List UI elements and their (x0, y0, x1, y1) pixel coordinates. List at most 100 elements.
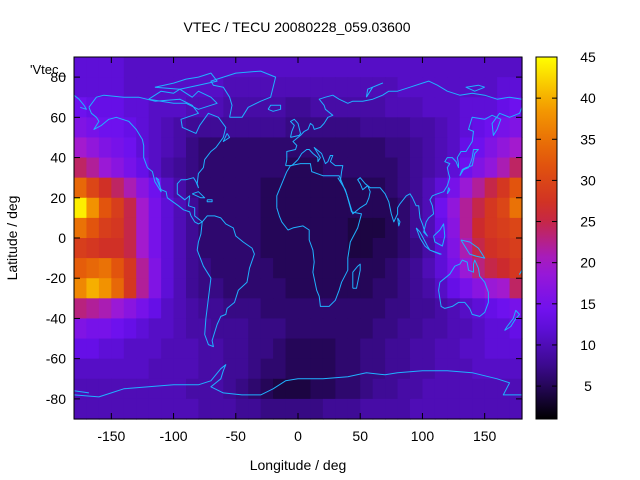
heatmap-cell (260, 398, 274, 420)
coastline (397, 217, 401, 227)
heatmap-cell (360, 217, 374, 239)
heatmap-cell (372, 318, 386, 340)
heatmap-cell (123, 238, 137, 259)
heatmap-cell (310, 137, 324, 159)
heatmap-cell (422, 137, 436, 159)
heatmap-cell (447, 238, 461, 259)
heatmap-cell (136, 398, 150, 420)
heatmap-cell (347, 217, 361, 239)
heatmap-cell (210, 197, 224, 219)
heatmap-cell (509, 157, 523, 179)
heatmap-cell (223, 97, 237, 118)
heatmap-cell (497, 97, 511, 118)
heatmap-cell (335, 117, 349, 139)
heatmap-cell (335, 137, 349, 159)
heatmap-cell (260, 177, 274, 199)
heatmap-cell (223, 318, 237, 340)
heatmap-cell (148, 137, 162, 159)
heatmap-cell (74, 117, 88, 139)
heatmap-cell (123, 157, 137, 179)
heatmap-cell (173, 217, 187, 239)
heatmap-cell (434, 238, 448, 259)
heatmap-cell (372, 197, 386, 219)
heatmap-cell (298, 137, 312, 159)
heatmap-cell (123, 137, 137, 159)
heatmap-cell (173, 358, 187, 380)
heatmap-cell (484, 217, 498, 239)
heatmap-cell (136, 197, 150, 219)
heatmap-cell (298, 398, 312, 420)
heatmap-cell (98, 378, 112, 400)
heatmap-cell (434, 117, 448, 139)
heatmap-cell (260, 378, 274, 400)
heatmap-cell (161, 258, 175, 279)
heatmap-cell (198, 117, 212, 139)
heatmap-cell (397, 378, 411, 400)
heatmap-cell (422, 117, 436, 139)
heatmap-cell (447, 298, 461, 320)
heatmap-cell (298, 157, 312, 179)
heatmap-cell (298, 117, 312, 139)
heatmap-cell (235, 177, 249, 199)
heatmap-cell (360, 258, 374, 279)
heatmap-cell (335, 298, 349, 320)
heatmap-cell (86, 378, 100, 400)
heatmap-cell (298, 57, 312, 78)
colorbar-tick-label: 20 (580, 255, 596, 271)
heatmap-cell (472, 278, 486, 299)
heatmap-cell (310, 217, 324, 239)
heatmap-cell (248, 177, 262, 199)
heatmap-cell (173, 157, 187, 179)
heatmap-cell (310, 398, 324, 420)
heatmap-cell (322, 398, 336, 420)
heatmap-cell (98, 338, 112, 360)
heatmap-cell (260, 157, 274, 179)
heatmap-cell (111, 217, 125, 239)
heatmap-cell (509, 338, 523, 360)
x-tick-label: 0 (294, 428, 302, 444)
heatmap-cell (98, 197, 112, 219)
heatmap-cell (111, 338, 125, 360)
heatmap-cell (484, 258, 498, 279)
heatmap-cell (273, 398, 287, 420)
heatmap-cell (347, 378, 361, 400)
heatmap-cell (397, 398, 411, 420)
heatmap-cell (360, 398, 374, 420)
colorbar-tick-label: 35 (580, 131, 596, 147)
coastline (446, 187, 451, 195)
heatmap-cell (111, 258, 125, 279)
heatmap-cell (310, 258, 324, 279)
heatmap-cell (447, 398, 461, 420)
heatmap-cell (459, 298, 473, 320)
coastline (154, 72, 218, 90)
heatmap-cell (148, 358, 162, 380)
y-tick-label: -20 (46, 270, 66, 286)
heatmap-cell (497, 358, 511, 380)
heatmap-cell (447, 137, 461, 159)
heatmap-cell (484, 298, 498, 320)
heatmap-cell (86, 117, 100, 139)
heatmap-cell (472, 318, 486, 340)
heatmap-cell (397, 238, 411, 259)
heatmap-cell (136, 278, 150, 299)
heatmap-cell (372, 117, 386, 139)
heatmap-cell (260, 298, 274, 320)
heatmap-cell (310, 57, 324, 78)
heatmap-cell (186, 238, 200, 259)
heatmap-cell (298, 378, 312, 400)
heatmap-cell (285, 197, 299, 219)
heatmap-cell (322, 258, 336, 279)
heatmap-cell (210, 258, 224, 279)
y-tick-label: 40 (50, 150, 66, 166)
heatmap-cell (397, 358, 411, 380)
coastline (222, 133, 231, 142)
heatmap-cell (285, 378, 299, 400)
heatmap-cell (235, 338, 249, 360)
heatmap-cell (347, 318, 361, 340)
heatmap-cell (447, 338, 461, 360)
heatmap-cell (74, 298, 88, 320)
heatmap-cell (322, 217, 336, 239)
heatmap-cell (335, 318, 349, 340)
heatmap-cell (322, 137, 336, 159)
heatmap-cell (484, 338, 498, 360)
